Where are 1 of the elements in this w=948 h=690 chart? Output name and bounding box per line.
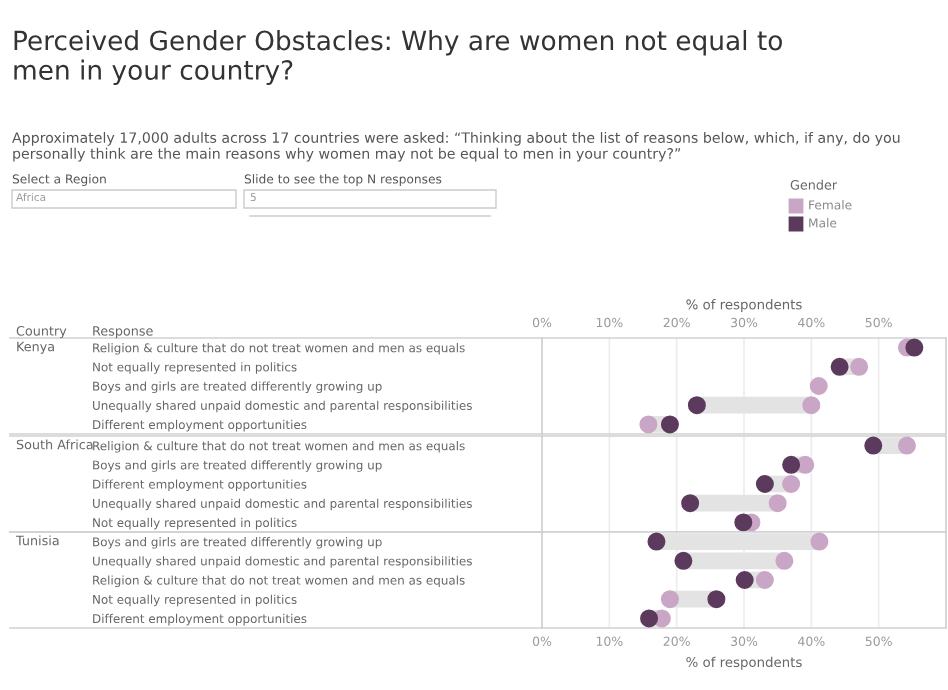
text: Perceived Gender Obstacles: Why are women not equal to men in your country? — [14, 30, 782, 86]
